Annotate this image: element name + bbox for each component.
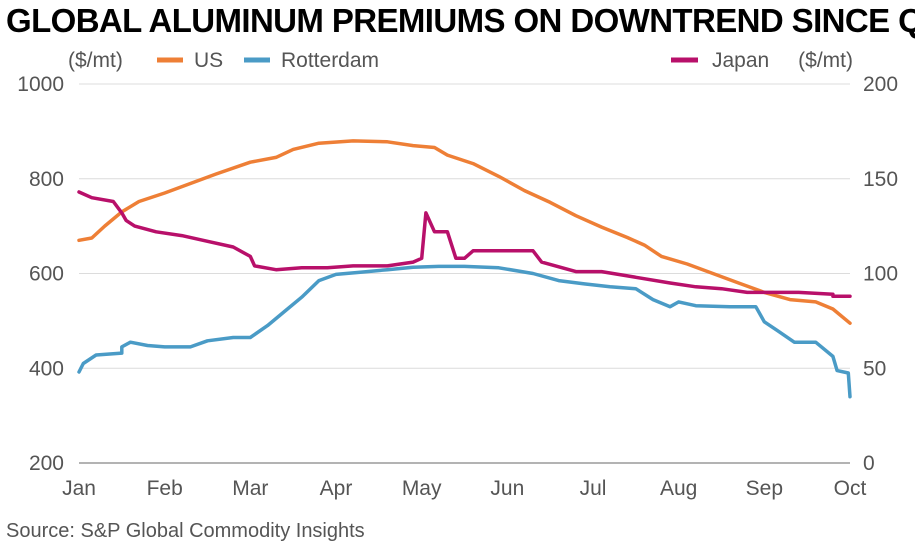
x-tick-label: Oct: [834, 477, 867, 500]
x-tick-label: Jan: [62, 477, 96, 500]
y-right-tick-label: 0: [863, 452, 875, 475]
x-tick-label: Mar: [232, 477, 268, 500]
legend-label-us: US: [194, 49, 223, 72]
x-tick-label: Feb: [147, 477, 183, 500]
left-axis-unit-label: ($/mt): [68, 49, 123, 72]
series-line-rotterdam: [77, 264, 852, 399]
legend-label-rotterdam: Rotterdam: [281, 49, 379, 72]
y-right-tick-label: 200: [863, 73, 898, 96]
y-left-tick-label: 400: [29, 357, 64, 380]
y-right-tick-label: 100: [863, 263, 898, 286]
series-line-us: [77, 139, 852, 325]
y-left-tick-label: 800: [29, 168, 64, 191]
x-tick-label: Sep: [746, 477, 783, 500]
source-note: Source: S&P Global Commodity Insights: [6, 520, 365, 542]
y-left-tick-label: 600: [29, 263, 64, 286]
right-axis-unit-label: ($/mt): [798, 49, 853, 72]
x-tick-label: Aug: [660, 477, 697, 500]
y-right-tick-label: 50: [863, 357, 886, 380]
y-left-tick-label: 200: [29, 452, 64, 475]
chart-title: GLOBAL ALUMINUM PREMIUMS ON DOWNTREND SI…: [6, 2, 915, 39]
x-tick-label: Jun: [490, 477, 524, 500]
y-right-tick-label: 150: [863, 168, 898, 191]
y-left-tick-label: 1000: [17, 73, 64, 96]
x-tick-label: Apr: [320, 477, 353, 500]
legend-label-japan: Japan: [712, 49, 769, 72]
x-tick-label: Jul: [580, 477, 607, 500]
series-line-japan: [77, 190, 852, 298]
x-tick-label: May: [402, 477, 442, 500]
